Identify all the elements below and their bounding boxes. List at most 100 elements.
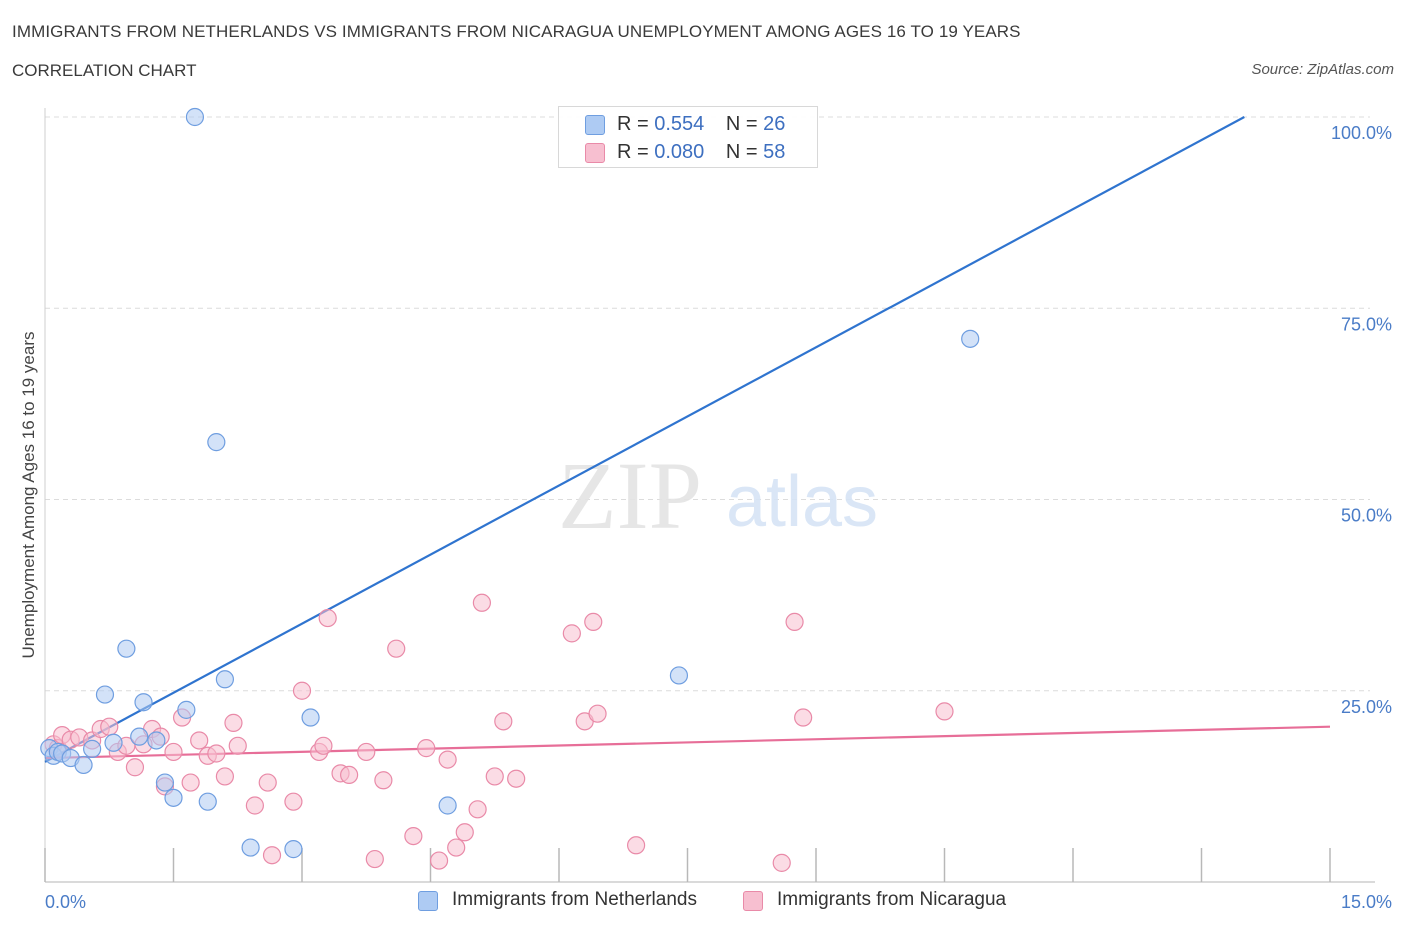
nicaragua-point — [472, 593, 491, 612]
netherlands-trend-line — [44, 116, 1245, 763]
netherlands-point — [104, 733, 123, 752]
legend-r-label: R = — [617, 113, 655, 135]
netherlands-point — [177, 700, 196, 719]
legend-n-label: N = — [725, 113, 764, 135]
source-credit: Source: ZipAtlas.com — [1251, 61, 1394, 78]
netherlands-point — [198, 792, 217, 811]
nicaragua-point — [588, 704, 607, 723]
y-tick-label: 25.0% — [1341, 697, 1392, 717]
netherlands-point — [241, 838, 260, 857]
netherlands-point — [284, 840, 303, 859]
netherlands-point — [207, 433, 226, 452]
bottom-legend-netherlands: Immigrants from Netherlands — [418, 889, 697, 911]
nicaragua-point — [125, 758, 145, 777]
netherlands-point — [74, 755, 93, 775]
nicaragua-point — [785, 612, 804, 632]
bottom-legend-nicaragua: Immigrants from Nicaragua — [743, 889, 1006, 911]
nicaragua-trend-line — [44, 725, 1331, 760]
nicaragua-point — [562, 624, 581, 643]
nicaragua-point — [100, 717, 119, 736]
nicaragua-point — [772, 853, 791, 872]
legend-row-nicaragua: R = 0.080 N = 58 — [585, 141, 785, 164]
y-tick-label: 75.0% — [1341, 314, 1392, 334]
nicaragua-point — [374, 771, 393, 790]
nicaragua-point — [485, 767, 504, 786]
nicaragua-swatch — [743, 891, 763, 911]
legend-r-value: 0.080 — [654, 141, 705, 163]
nicaragua-point — [215, 767, 234, 786]
nicaragua-point — [429, 851, 449, 870]
netherlands-point — [301, 708, 320, 727]
bottom-legend-label: Immigrants from Nicaragua — [777, 889, 1007, 910]
nicaragua-point — [417, 739, 436, 758]
netherlands-point — [147, 731, 166, 750]
nicaragua-point — [365, 849, 384, 869]
netherlands-point — [95, 685, 115, 704]
stats-legend: R = 0.554 N = 26 R = 0.080 N = 58 — [558, 106, 818, 168]
nicaragua-point — [318, 608, 337, 628]
nicaragua-point — [207, 744, 226, 763]
nicaragua-point — [935, 702, 954, 721]
netherlands-point — [215, 670, 234, 689]
netherlands-point — [164, 788, 183, 807]
nicaragua-point — [245, 796, 264, 815]
tick-labels: 25.0% 50.0% 75.0% 100.0% 0.0% 15.0% — [45, 123, 1392, 912]
nicaragua-point — [468, 800, 487, 819]
nicaragua-point — [284, 792, 303, 811]
netherlands-point — [155, 773, 175, 792]
nicaragua-point — [404, 826, 423, 846]
axes — [44, 108, 1375, 883]
netherlands-point — [134, 693, 153, 712]
chart-title: IMMIGRANTS FROM NETHERLANDS VS IMMIGRANT… — [12, 22, 1021, 41]
data-points — [40, 107, 980, 872]
x-tick-label: 15.0% — [1341, 892, 1392, 912]
watermark-atlas: atlas — [726, 462, 878, 542]
nicaragua-point — [258, 773, 277, 792]
legend-r-label: R = — [617, 141, 655, 163]
nicaragua-point — [447, 838, 466, 857]
nicaragua-point — [340, 765, 359, 785]
legend-n-value: 58 — [763, 141, 786, 163]
nicaragua-point — [292, 681, 312, 700]
x-tick-label: 0.0% — [45, 892, 86, 912]
nicaragua-point — [438, 750, 457, 769]
nicaragua-point — [387, 639, 406, 658]
netherlands-point — [961, 329, 980, 348]
nicaragua-point — [181, 773, 200, 792]
legend-n-value: 26 — [763, 113, 786, 135]
netherlands-point — [130, 727, 149, 746]
nicaragua-point — [262, 846, 282, 865]
netherlands-swatch — [418, 891, 438, 911]
netherlands-point — [117, 639, 136, 658]
nicaragua-point — [357, 742, 376, 762]
nicaragua-point — [584, 612, 603, 632]
nicaragua-swatch — [585, 143, 605, 163]
gridlines — [45, 116, 1370, 692]
watermark-zip: ZIP — [558, 442, 702, 549]
nicaragua-point — [455, 823, 474, 842]
watermark: ZIP atlas — [558, 442, 878, 549]
legend-n-label: N = — [725, 141, 764, 163]
legend-row-netherlands: R = 0.554 N = 26 — [585, 113, 785, 136]
y-axis-label: Unemployment Among Ages 16 to 19 years — [19, 332, 38, 659]
nicaragua-point — [164, 742, 183, 762]
chart-subtitle: CORRELATION CHART — [12, 61, 197, 80]
netherlands-point — [438, 796, 457, 815]
nicaragua-point — [494, 712, 513, 731]
y-tick-label: 50.0% — [1341, 506, 1392, 526]
y-tick-label: 100.0% — [1331, 123, 1392, 143]
legend-r-value: 0.554 — [654, 113, 705, 135]
nicaragua-point — [224, 713, 243, 732]
netherlands-point — [83, 739, 102, 758]
netherlands-swatch — [585, 115, 605, 135]
netherlands-point — [669, 666, 689, 685]
bottom-legend-label: Immigrants from Netherlands — [452, 889, 697, 910]
nicaragua-point — [626, 836, 646, 855]
nicaragua-point — [794, 708, 813, 727]
nicaragua-point — [190, 731, 209, 750]
nicaragua-point — [507, 769, 526, 788]
netherlands-point — [185, 107, 205, 127]
nicaragua-point — [314, 736, 333, 755]
nicaragua-point — [228, 736, 247, 755]
